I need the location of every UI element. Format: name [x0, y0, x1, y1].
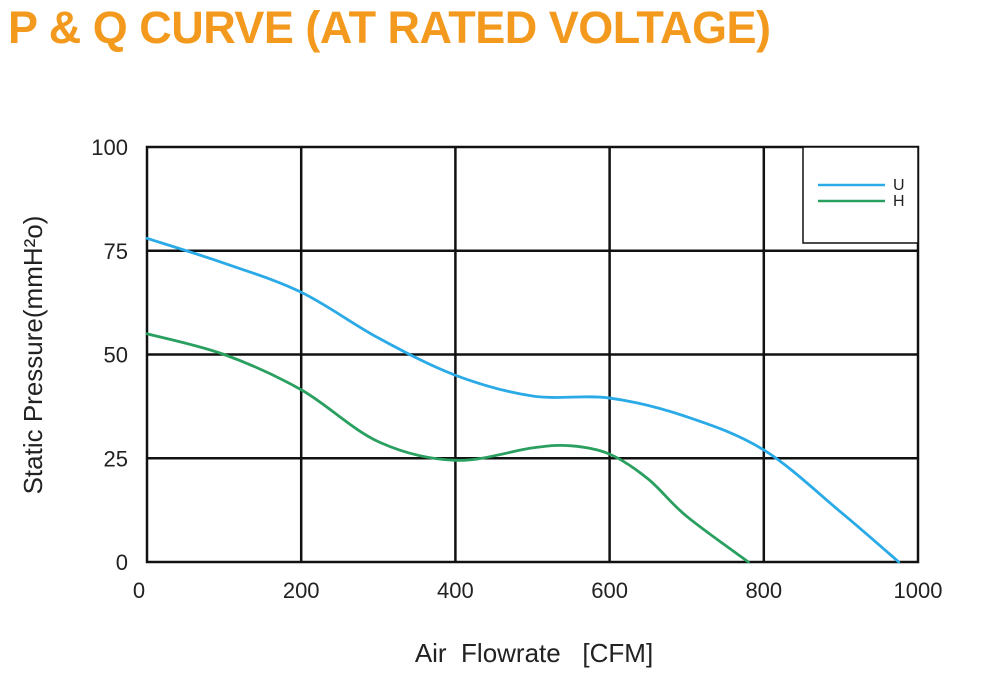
y-tick-label: 75: [104, 239, 128, 264]
legend: UH: [802, 146, 919, 244]
legend-label-h: H: [893, 193, 905, 210]
legend-box: [802, 146, 919, 244]
x-tick-label: 0: [133, 578, 145, 603]
x-tick-label: 600: [591, 578, 628, 603]
y-tick-label: 25: [104, 446, 128, 471]
x-axis-label: Air Flowrate [CFM]: [415, 638, 653, 668]
x-tick-label: 1000: [894, 578, 943, 603]
y-axis-label: Static Pressure(mmH²o): [18, 216, 48, 495]
grid: [145, 145, 920, 564]
x-tick-label: 800: [745, 578, 782, 603]
y-tick-label: 0: [116, 550, 128, 575]
chart-title: P & Q CURVE (AT RATED VOLTAGE): [8, 2, 771, 53]
series-line-h: [145, 332, 750, 564]
y-tick-label: 100: [91, 135, 128, 160]
x-tick-label: 200: [283, 578, 320, 603]
y-tick-label: 50: [104, 343, 128, 368]
series-line-u: [145, 236, 901, 564]
legend-label-u: U: [893, 177, 905, 194]
tick-labels: 0 200 400 600 800 1000 0 25 50 75 100: [91, 135, 942, 603]
x-tick-label: 400: [437, 578, 474, 603]
series-layer: [145, 236, 901, 564]
